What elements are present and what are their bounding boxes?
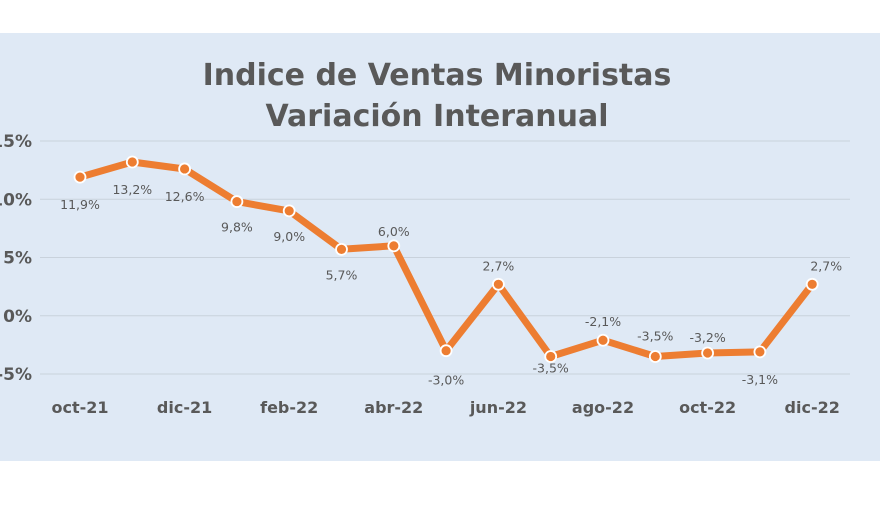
x-tick-label: dic-21: [157, 398, 212, 417]
data-label: 13,2%: [112, 182, 152, 197]
chart-title: Indice de Ventas Minoristas: [203, 58, 672, 93]
data-point: [701, 346, 714, 360]
y-tick-label: 5%: [3, 249, 32, 269]
data-label: 9,8%: [221, 220, 253, 235]
y-axis-ticks: 15% 10% 5% 0% -5%: [0, 132, 32, 385]
data-point: [596, 333, 610, 347]
chart-subtitle: Variación Interanual: [265, 99, 608, 134]
x-tick-label: jun-22: [469, 398, 527, 417]
data-point: [544, 350, 558, 363]
x-tick-label: abr-22: [364, 398, 423, 417]
data-label: 6,0%: [378, 224, 410, 239]
data-label: 5,7%: [326, 267, 358, 282]
x-tick-label: oct-21: [51, 398, 108, 417]
line-chart: Indice de Ventas Minoristas Variación In…: [0, 58, 850, 417]
data-label: 11,9%: [60, 197, 100, 212]
data-point: [335, 242, 348, 256]
data-label: -3,0%: [428, 373, 464, 388]
x-tick-label: feb-22: [260, 398, 318, 417]
data-point: [805, 277, 819, 291]
data-point: [178, 162, 192, 176]
data-label: -3,1%: [742, 372, 778, 387]
data-point: [491, 277, 505, 291]
data-point: [439, 344, 453, 358]
x-axis-ticks: oct-21 dic-21 feb-22 abr-22 jun-22 ago-22 oct-…: [51, 398, 839, 417]
y-tick-label: 15%: [0, 132, 32, 152]
data-point: [282, 204, 296, 218]
data-point: [753, 345, 767, 359]
gridlines: [40, 140, 850, 375]
data-label: 12,6%: [165, 189, 205, 204]
data-point: [230, 195, 244, 208]
data-label: -2,1%: [585, 314, 621, 329]
data-points: [73, 155, 819, 363]
data-label: -3,5%: [637, 329, 673, 344]
x-tick-label: oct-22: [679, 398, 736, 417]
x-tick-label: dic-22: [785, 398, 840, 417]
data-point: [73, 170, 87, 184]
data-label: 2,7%: [483, 258, 515, 273]
data-point: [648, 350, 662, 363]
data-point: [125, 155, 139, 169]
data-label: 9,0%: [273, 229, 305, 244]
data-labels: 11,9% 13,2% 12,6% 9,8% 9,0% 5,7% 6,0% -3,0% 2,7%…: [60, 182, 842, 388]
data-point: [387, 239, 401, 253]
y-tick-label: -5%: [0, 365, 32, 385]
x-tick-label: ago-22: [572, 398, 634, 417]
data-label: 2,7%: [810, 258, 842, 273]
data-label: -3,2%: [689, 330, 725, 345]
y-tick-label: 10%: [0, 190, 32, 210]
y-tick-label: 0%: [3, 307, 32, 327]
data-label: -3,5%: [533, 361, 569, 376]
chart-panel: Indice de Ventas Minoristas Variación In…: [0, 33, 880, 461]
